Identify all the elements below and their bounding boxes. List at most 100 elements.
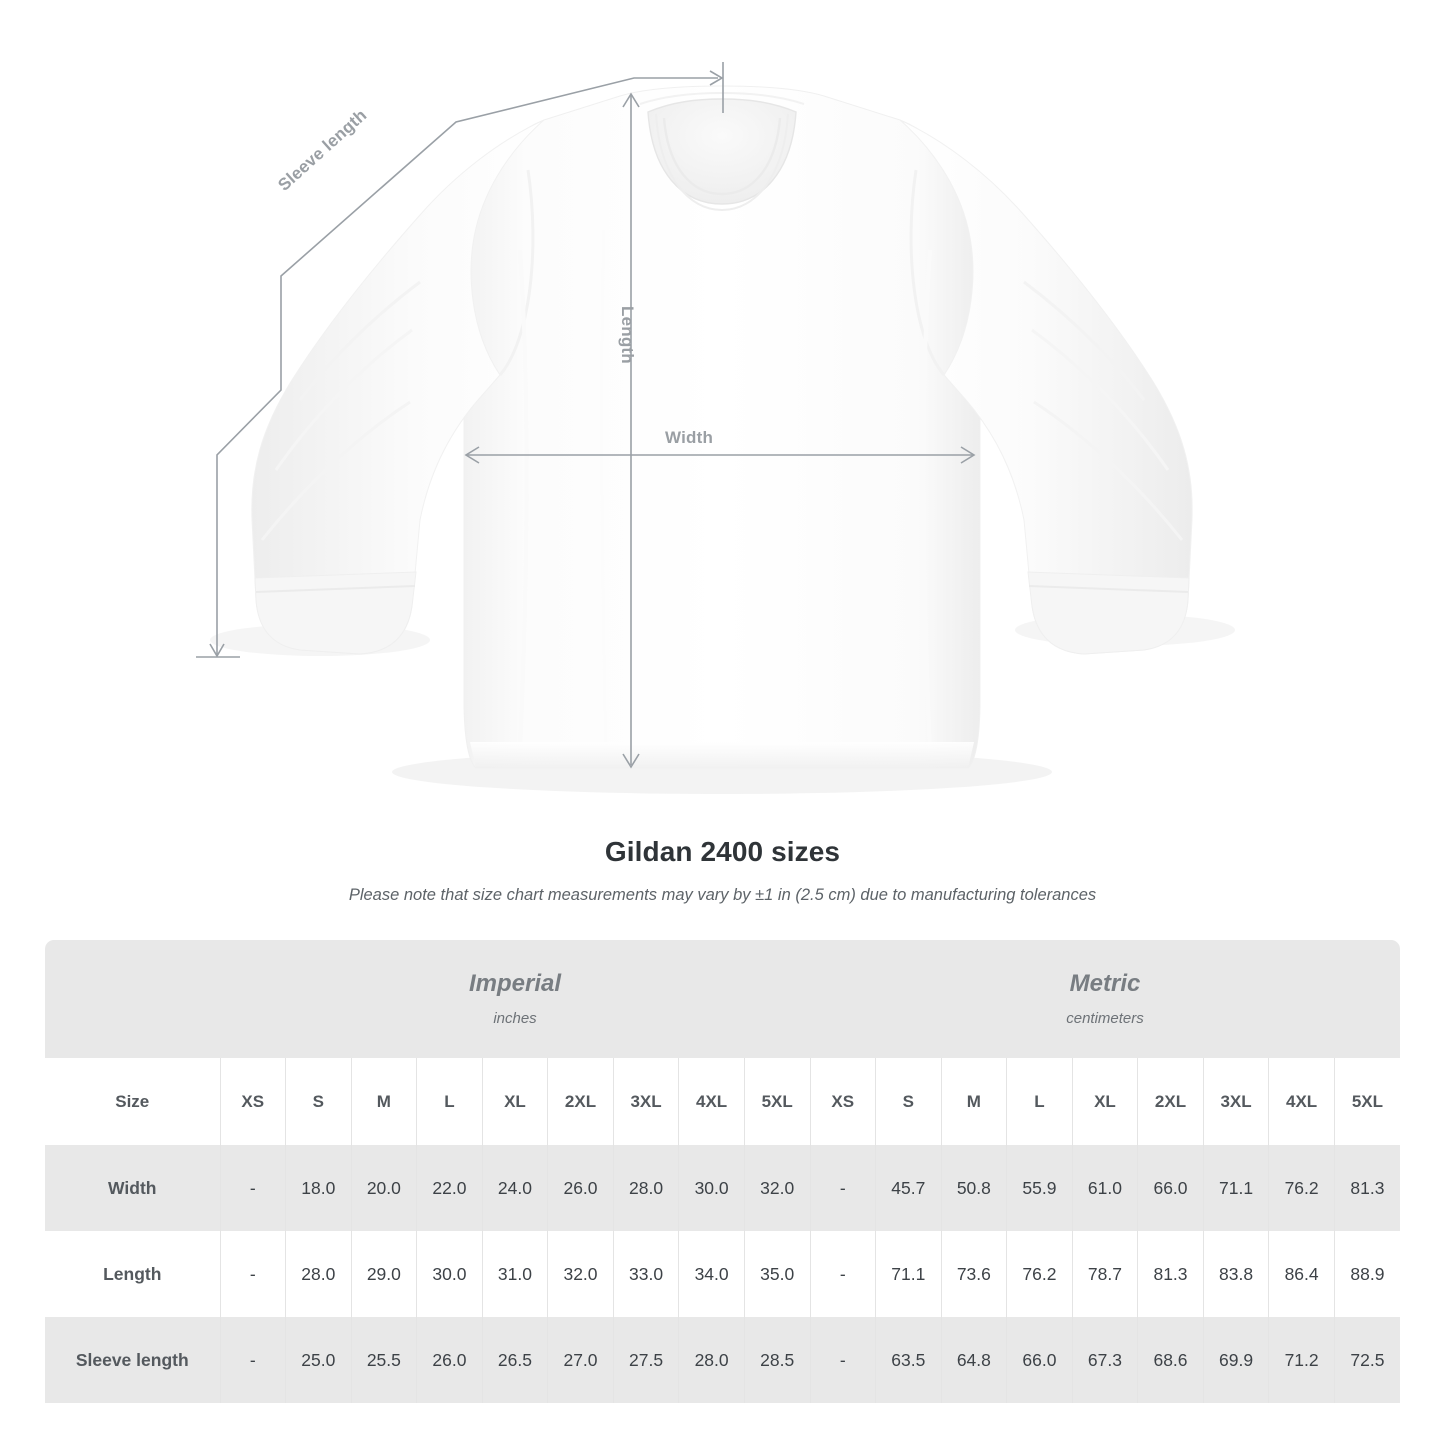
cell-width-in-5xl: 32.0 bbox=[744, 1145, 811, 1231]
length-arrow-top bbox=[622, 92, 640, 108]
unit-banner-row: Imperial inches Metric centimeters bbox=[45, 940, 1400, 1058]
column-header-size-imperial-xs: XS bbox=[220, 1058, 287, 1145]
cell-length-cm-s: 71.1 bbox=[875, 1231, 942, 1317]
length-arrow-bottom bbox=[622, 753, 640, 769]
dimension-lines bbox=[196, 62, 976, 769]
cell-width-in-2xl: 26.0 bbox=[547, 1145, 614, 1231]
cell-width-in-xs: - bbox=[220, 1145, 287, 1231]
column-header-size-metric-xl: XL bbox=[1072, 1058, 1139, 1145]
table-row: Sleeve length -25.0 25.5 26.0 26.5 27.0 27.5 28… bbox=[45, 1317, 1400, 1403]
cell-width-cm-5xl: 81.3 bbox=[1334, 1145, 1400, 1231]
width-arrow-right bbox=[960, 446, 976, 464]
column-header-size-metric-m: M bbox=[941, 1058, 1008, 1145]
cell-width-in-m: 20.0 bbox=[351, 1145, 418, 1231]
cell-width-cm-3xl: 71.1 bbox=[1203, 1145, 1270, 1231]
cell-sleeve-length-cm-3xl: 69.9 bbox=[1203, 1317, 1270, 1403]
cell-width-cm-xs: - bbox=[809, 1145, 877, 1231]
garment-diagram: Sleeve length Length Width bbox=[196, 62, 1235, 794]
unit-banner-spacer bbox=[45, 940, 220, 1058]
size-table-container: Imperial inches Metric centimeters Size X… bbox=[45, 940, 1400, 1403]
unit-name-imperial: Imperial bbox=[468, 970, 562, 998]
cell-length-in-4xl: 34.0 bbox=[678, 1231, 745, 1317]
column-header-size-metric-s: S bbox=[875, 1058, 942, 1145]
column-header-size-imperial-xl: XL bbox=[482, 1058, 549, 1145]
row-header-length: Length bbox=[45, 1231, 221, 1317]
column-header-size-metric-4xl: 4XL bbox=[1268, 1058, 1335, 1145]
column-header-size-imperial-s: S bbox=[285, 1058, 352, 1145]
size-chart-table: Imperial inches Metric centimeters Size X… bbox=[45, 940, 1400, 1403]
column-header-size: Size bbox=[45, 1058, 221, 1145]
size-header-row: Size XS S M L XL 2XL 3XL 4XL 5XL XS S M L XL 2XL 3XL 4XL 5… bbox=[45, 1058, 1400, 1145]
column-header-size-imperial-2xl: 2XL bbox=[547, 1058, 614, 1145]
width-arrow-left bbox=[464, 446, 480, 464]
cell-length-cm-4xl: 86.4 bbox=[1268, 1231, 1335, 1317]
cell-length-in-m: 29.0 bbox=[351, 1231, 418, 1317]
column-header-size-imperial-4xl: 4XL bbox=[678, 1058, 745, 1145]
length-label: Length bbox=[618, 306, 637, 364]
cell-width-cm-s: 45.7 bbox=[875, 1145, 942, 1231]
unit-name-metric: Metric bbox=[1069, 970, 1141, 998]
column-header-size-imperial-3xl: 3XL bbox=[613, 1058, 680, 1145]
cell-sleeve-length-in-s: 25.0 bbox=[285, 1317, 352, 1403]
cell-length-cm-m: 73.6 bbox=[941, 1231, 1008, 1317]
column-header-size-metric-2xl: 2XL bbox=[1137, 1058, 1204, 1145]
cell-width-in-3xl: 28.0 bbox=[613, 1145, 680, 1231]
column-header-size-imperial-m: M bbox=[351, 1058, 418, 1145]
cell-sleeve-length-cm-2xl: 68.6 bbox=[1137, 1317, 1204, 1403]
cell-length-cm-5xl: 88.9 bbox=[1334, 1231, 1400, 1317]
cell-sleeve-length-in-xl: 26.5 bbox=[482, 1317, 549, 1403]
cell-sleeve-length-cm-4xl: 71.2 bbox=[1268, 1317, 1335, 1403]
title-block: Gildan 2400 sizes Please note that size … bbox=[0, 836, 1445, 905]
unit-sub-metric: centimeters bbox=[1066, 1009, 1144, 1027]
sleeve-length-line bbox=[216, 77, 718, 655]
table-row: Length -28.0 29.0 30.0 31.0 32.0 33.0 34.0 35.0-… bbox=[45, 1231, 1400, 1317]
column-header-size-metric-xs: XS bbox=[809, 1058, 877, 1145]
cell-width-cm-l: 55.9 bbox=[1006, 1145, 1073, 1231]
unit-sub-imperial: inches bbox=[493, 1009, 537, 1027]
cell-length-cm-3xl: 83.8 bbox=[1203, 1231, 1270, 1317]
cell-sleeve-length-in-2xl: 27.0 bbox=[547, 1317, 614, 1403]
cell-length-in-3xl: 33.0 bbox=[613, 1231, 680, 1317]
cell-length-in-5xl: 35.0 bbox=[744, 1231, 811, 1317]
column-header-size-imperial-l: L bbox=[416, 1058, 483, 1145]
cell-width-cm-4xl: 76.2 bbox=[1268, 1145, 1335, 1231]
sleeve-arrow-right bbox=[709, 70, 724, 86]
cell-width-cm-m: 50.8 bbox=[941, 1145, 1008, 1231]
cell-sleeve-length-cm-s: 63.5 bbox=[875, 1317, 942, 1403]
garment-illustration bbox=[196, 62, 1235, 794]
cell-sleeve-length-in-5xl: 28.5 bbox=[744, 1317, 811, 1403]
column-header-size-imperial-5xl: 5XL bbox=[744, 1058, 811, 1145]
cell-sleeve-length-cm-l: 66.0 bbox=[1006, 1317, 1073, 1403]
row-header-width: Width bbox=[45, 1145, 221, 1231]
column-header-size-metric-l: L bbox=[1006, 1058, 1073, 1145]
cell-length-cm-xs: - bbox=[809, 1231, 877, 1317]
cell-length-in-2xl: 32.0 bbox=[547, 1231, 614, 1317]
cell-length-in-xs: - bbox=[220, 1231, 287, 1317]
cell-sleeve-length-in-l: 26.0 bbox=[416, 1317, 483, 1403]
cell-sleeve-length-in-m: 25.5 bbox=[351, 1317, 418, 1403]
cell-length-cm-l: 76.2 bbox=[1006, 1231, 1073, 1317]
table-row: Width -18.0 20.0 22.0 24.0 26.0 28.0 30.0 32.0-4… bbox=[45, 1145, 1400, 1231]
column-header-size-metric-3xl: 3XL bbox=[1203, 1058, 1270, 1145]
cell-width-in-l: 22.0 bbox=[416, 1145, 483, 1231]
cell-sleeve-length-in-4xl: 28.0 bbox=[678, 1317, 745, 1403]
column-header-size-metric-5xl: 5XL bbox=[1334, 1058, 1400, 1145]
cell-length-cm-2xl: 81.3 bbox=[1137, 1231, 1204, 1317]
cell-sleeve-length-cm-xl: 67.3 bbox=[1072, 1317, 1139, 1403]
cell-sleeve-length-cm-m: 64.8 bbox=[941, 1317, 1008, 1403]
cell-sleeve-length-cm-xs: - bbox=[809, 1317, 877, 1403]
cell-width-in-s: 18.0 bbox=[285, 1145, 352, 1231]
cell-length-cm-xl: 78.7 bbox=[1072, 1231, 1139, 1317]
cell-length-in-s: 28.0 bbox=[285, 1231, 352, 1317]
size-table-body: Width -18.0 20.0 22.0 24.0 26.0 28.0 30.0 32.0-4… bbox=[45, 1145, 1400, 1403]
sleeve-arrow-bottom bbox=[209, 643, 225, 658]
cell-width-cm-2xl: 66.0 bbox=[1137, 1145, 1204, 1231]
row-header-sleeve-length: Sleeve length bbox=[45, 1317, 221, 1403]
cell-length-in-l: 30.0 bbox=[416, 1231, 483, 1317]
width-label: Width bbox=[665, 428, 714, 447]
cell-length-in-xl: 31.0 bbox=[482, 1231, 549, 1317]
tolerance-note: Please note that size chart measurements… bbox=[348, 886, 1097, 904]
cell-width-in-4xl: 30.0 bbox=[678, 1145, 745, 1231]
page-title: Gildan 2400 sizes bbox=[604, 836, 841, 867]
unit-banner-imperial: Imperial inches bbox=[220, 940, 810, 1058]
